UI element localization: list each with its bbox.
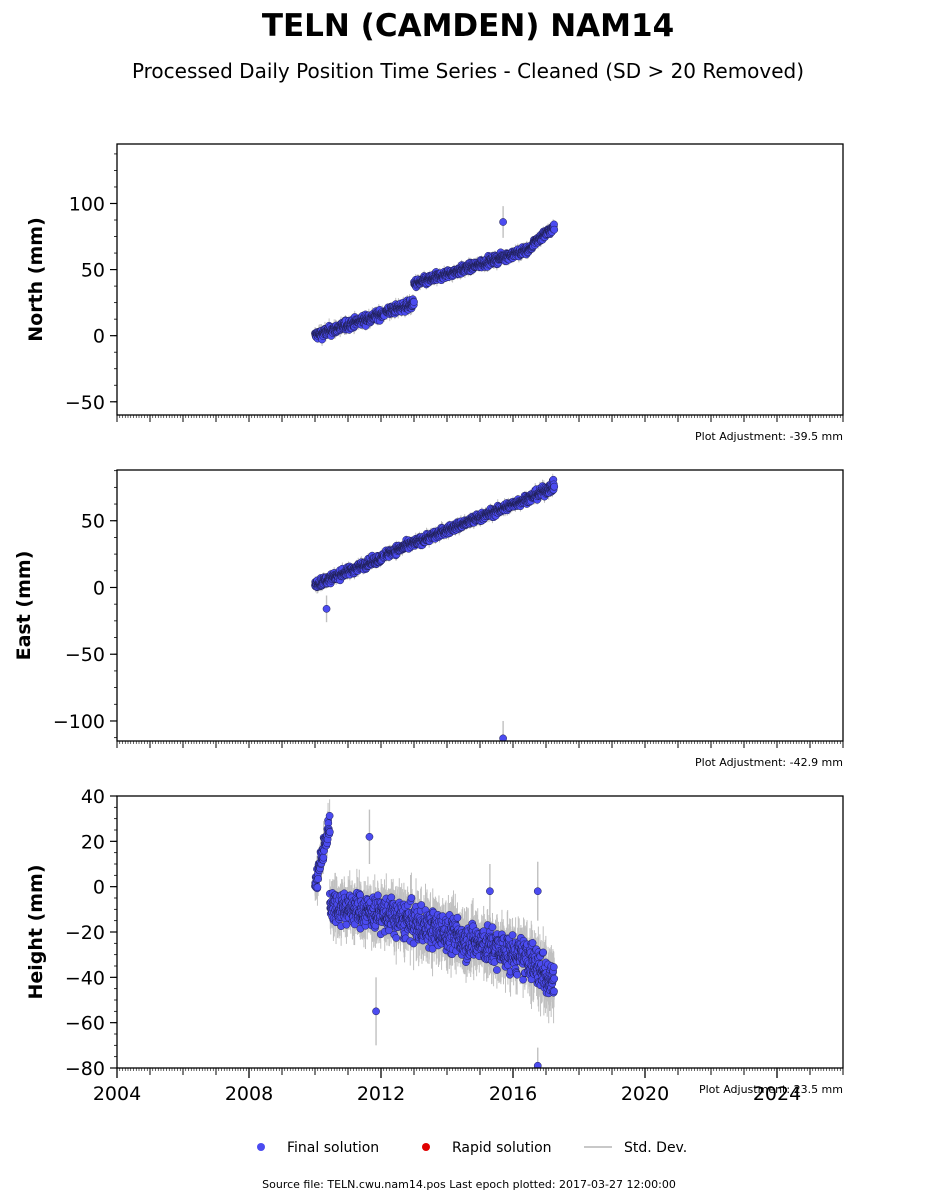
final-solution-point — [499, 218, 507, 226]
final-solution-point — [410, 298, 418, 306]
final-solution-point — [499, 734, 507, 741]
plot-adjustment-note: Plot Adjustment: -42.9 mm — [695, 756, 843, 769]
solution-points — [311, 218, 559, 344]
panel-2: −100 −50 0 50 East (mm) Plot Adjustment: -42.… — [13, 469, 844, 769]
y-tick-label: −100 — [53, 711, 105, 733]
panel-frame — [116, 469, 844, 742]
y-tick-label: −50 — [65, 392, 105, 414]
data-points — [311, 473, 559, 741]
chart-subtitle: Processed Daily Position Time Series - C… — [132, 59, 804, 83]
plot-adjustment-note: Plot Adjustment: -39.5 mm — [695, 430, 843, 443]
chart-title: TELN (CAMDEN) NAM14 — [262, 8, 674, 44]
final-solution-point — [550, 482, 559, 491]
stddev-bars — [314, 473, 555, 741]
panel-frame — [116, 143, 844, 416]
y-tick-label: 0 — [93, 326, 105, 348]
y-tick-label: −50 — [65, 644, 105, 666]
panel-1: −50 0 50 100 North (mm) Plot Adjustment: -39.… — [25, 143, 844, 443]
y-tick-label: 50 — [81, 260, 105, 282]
y-tick-label: 50 — [81, 511, 105, 533]
y-axis-label: East (mm) — [13, 551, 35, 661]
y-tick-label: 100 — [69, 193, 105, 215]
panel-3: 2004 2008 2012 2016 2020 2024−80−60−40−200204… — [25, 786, 844, 1105]
y-tick-label: 0 — [93, 577, 105, 599]
final-solution-point — [550, 225, 559, 234]
data-points — [311, 206, 559, 346]
final-solution-point — [322, 604, 331, 613]
panels: −50 0 50 100 North (mm) Plot Adjustment: -39.… — [13, 143, 844, 1105]
solution-points — [311, 475, 559, 741]
y-axis-label: North (mm) — [25, 217, 47, 342]
